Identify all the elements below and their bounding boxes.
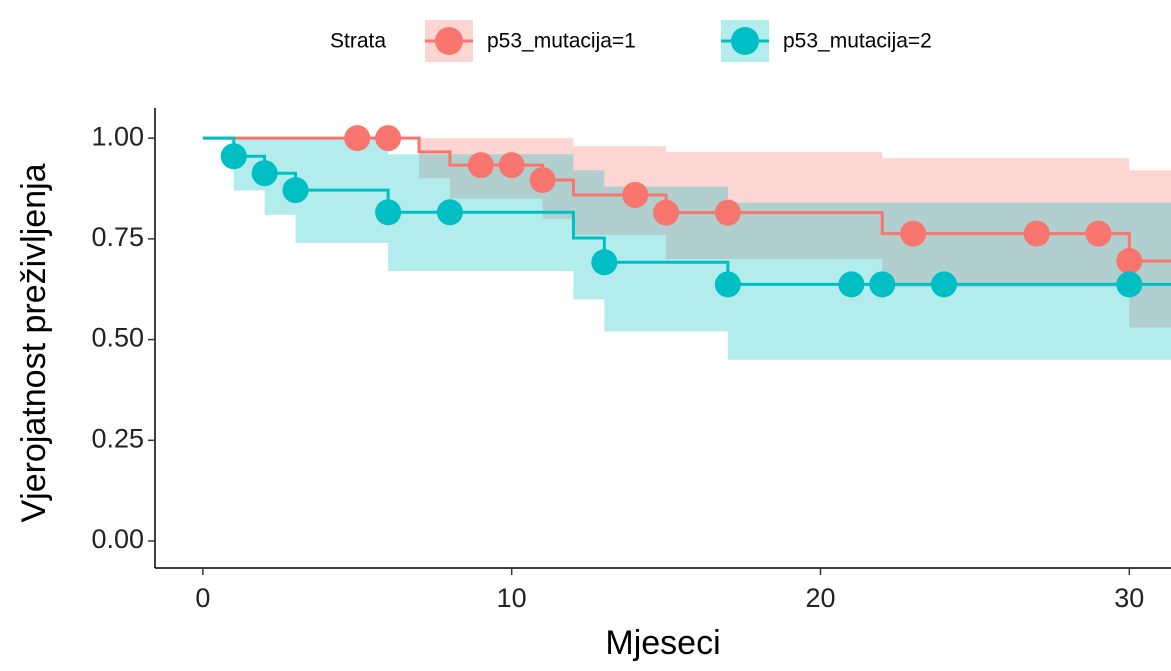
- x-axis-title: Mjeseci: [605, 624, 720, 662]
- confidence-band: [202, 138, 1171, 360]
- y-tick-label: 0.00: [91, 524, 144, 554]
- x-tick-label: 30: [1114, 583, 1144, 613]
- censor-mark: [1116, 248, 1143, 275]
- censor-mark: [282, 177, 309, 204]
- plot-area: [202, 125, 1171, 360]
- censor-mark: [838, 271, 865, 298]
- y-tick-label: 0.50: [91, 323, 144, 353]
- censor-mark: [467, 152, 494, 179]
- censor-mark: [1116, 271, 1143, 298]
- legend-key-point: [731, 27, 759, 55]
- x-tick-label: 0: [195, 583, 210, 613]
- censor-mark: [220, 143, 247, 170]
- censor-mark: [931, 271, 958, 298]
- censor-mark: [1085, 220, 1112, 247]
- censor-mark: [498, 152, 525, 179]
- legend-title: Strata: [330, 30, 386, 53]
- y-axis-title: Vjerojatnost preživljenja: [15, 163, 53, 522]
- censor-mark: [344, 125, 371, 152]
- x-tick-label: 10: [497, 583, 527, 613]
- legend-label: p53_mutacija=1: [487, 30, 636, 53]
- censor-mark: [714, 199, 741, 226]
- censor-mark: [869, 271, 896, 298]
- survival-line: [202, 136, 1171, 263]
- legend-label: p53_mutacija=2: [783, 30, 932, 53]
- series-group: [202, 125, 1171, 360]
- censor-mark: [251, 160, 278, 187]
- y-tick-label: 0.75: [91, 222, 144, 252]
- confidence-band: [202, 138, 1171, 328]
- censor-mark: [375, 199, 402, 226]
- censor-mark: [529, 167, 556, 194]
- y-tick-label: 1.00: [91, 121, 144, 151]
- censor-mark: [900, 220, 927, 247]
- censor-mark: [1023, 220, 1050, 247]
- x-tick-label: 20: [805, 583, 835, 613]
- censor-mark: [436, 199, 463, 226]
- legend-key-point: [435, 27, 463, 55]
- censor-mark: [653, 199, 680, 226]
- censor-mark: [375, 125, 402, 152]
- censor-mark: [622, 181, 649, 208]
- censor-mark: [714, 271, 741, 298]
- y-tick-label: 0.25: [91, 423, 144, 453]
- censor-mark: [591, 249, 618, 276]
